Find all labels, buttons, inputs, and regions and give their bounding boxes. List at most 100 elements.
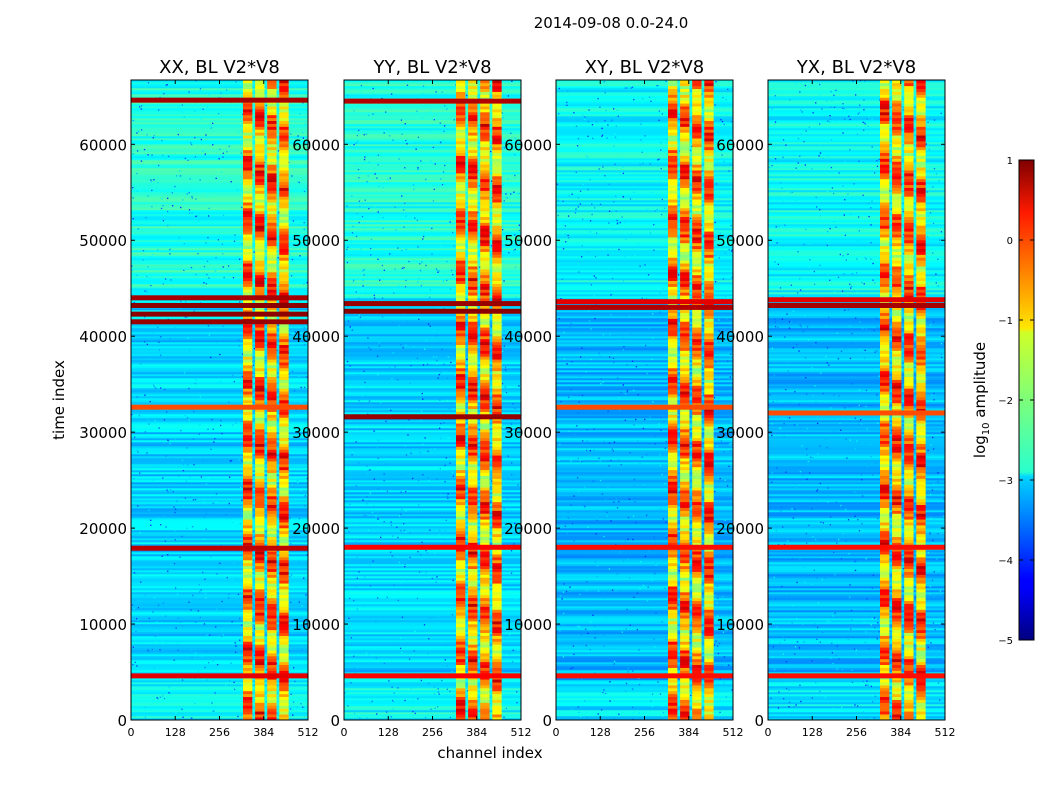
x-tick-label: 256 (422, 726, 443, 739)
band (768, 410, 945, 416)
panel-title: XY, BL V2*V8 (585, 57, 704, 78)
x-tick-label: 128 (802, 726, 823, 739)
band (131, 673, 308, 679)
panel-4-heatmap (768, 80, 945, 720)
y-tick-label: 20000 (79, 520, 127, 538)
colorbar-tick-label: −2 (998, 396, 1013, 407)
band (131, 319, 308, 325)
x-tick-label: 0 (128, 726, 135, 739)
band (556, 304, 733, 310)
band (768, 297, 945, 303)
x-axis-label: channel index (437, 744, 542, 762)
panel-title: YX, BL V2*V8 (796, 57, 916, 78)
figure-suptitle: 2014-09-08 0.0-24.0 (534, 14, 689, 32)
y-tick-label: 30000 (292, 424, 340, 442)
colorbar-tick-label: −1 (998, 316, 1013, 327)
x-tick-label: 512 (935, 726, 956, 739)
panel-3-heatmap (556, 80, 733, 720)
x-tick-label: 512 (298, 726, 319, 739)
y-axis-label: time index (50, 360, 68, 440)
band (131, 295, 308, 301)
x-tick-label: 512 (511, 726, 532, 739)
band (344, 98, 521, 104)
band (556, 544, 733, 550)
colorbar-tick-label: 0 (1007, 236, 1013, 247)
y-tick-label: 20000 (504, 520, 552, 538)
y-tick-label: 40000 (504, 328, 552, 346)
x-tick-label: 128 (590, 726, 611, 739)
panel-1: XX, BL V2*V8 0 128 256 384 512 0 10000 20000 3000… (79, 57, 318, 739)
x-tick-label: 0 (765, 726, 772, 739)
y-tick-label: 50000 (79, 232, 127, 250)
panel-4: YX, BL V2*V8 0 128 256 384 512 0 10000 20000 3000… (716, 57, 955, 739)
x-tick-label: 128 (378, 726, 399, 739)
band (344, 308, 521, 314)
colorbar-tick-label: −4 (998, 556, 1013, 567)
colorbar-tick-label: −5 (998, 636, 1013, 647)
panel-1-heatmap (131, 80, 308, 720)
y-tick-label: 30000 (716, 424, 764, 442)
band (344, 673, 521, 679)
colorbar-label-rest: amplitude (971, 342, 989, 423)
x-tick-label: 0 (341, 726, 348, 739)
panels: XX, BL V2*V8 0 128 256 384 512 0 10000 20000 3000… (79, 57, 955, 739)
y-tick-label: 10000 (716, 616, 764, 634)
band (556, 299, 733, 305)
colorbar-label-subscript: 10 (981, 422, 992, 435)
y-tick-label: 50000 (504, 232, 552, 250)
y-tick-label: 30000 (79, 424, 127, 442)
x-tick-label: 256 (209, 726, 230, 739)
colorbar-tick-label: −3 (998, 476, 1013, 487)
band (768, 673, 945, 679)
y-tick-label: 40000 (716, 328, 764, 346)
y-tick-label: 60000 (716, 136, 764, 154)
y-tick-label: 60000 (292, 136, 340, 154)
y-tick-label: 10000 (79, 616, 127, 634)
band (344, 301, 521, 307)
panel-2: YY, BL V2*V8 0 128 256 384 512 0 10000 20000 3000… (292, 57, 531, 739)
band (131, 302, 308, 308)
y-tick-label: 40000 (79, 328, 127, 346)
band (131, 404, 308, 410)
y-tick-label: 0 (542, 712, 552, 730)
x-tick-label: 0 (553, 726, 560, 739)
x-tick-label: 512 (723, 726, 744, 739)
y-tick-label: 60000 (504, 136, 552, 154)
x-tick-label: 128 (165, 726, 186, 739)
panel-2-heatmap (344, 80, 521, 720)
band (556, 404, 733, 410)
y-tick-label: 0 (117, 712, 127, 730)
band (131, 97, 308, 103)
y-tick-label: 30000 (504, 424, 552, 442)
panel-3: XY, BL V2*V8 0 128 256 384 512 0 10000 20000 3000… (504, 57, 743, 739)
y-tick-label: 10000 (504, 616, 552, 634)
panel-title: YY, BL V2*V8 (372, 57, 491, 78)
x-tick-label: 384 (678, 726, 699, 739)
colorbar-label-main: log (971, 435, 989, 458)
colorbar: 10−1−2−3−4−5 log10 amplitude (971, 156, 1035, 647)
band (344, 544, 521, 550)
x-tick-label: 384 (253, 726, 274, 739)
band (768, 302, 945, 308)
y-tick-label: 20000 (716, 520, 764, 538)
y-tick-label: 40000 (292, 328, 340, 346)
x-tick-label: 256 (634, 726, 655, 739)
band (131, 311, 308, 317)
colorbar-ticks: 1 0 −1 −2 −3 −4 −5 (998, 156, 1034, 647)
y-tick-label: 0 (754, 712, 764, 730)
y-tick-label: 60000 (79, 136, 127, 154)
y-tick-label: 20000 (292, 520, 340, 538)
colorbar-tick-label: 1 (1007, 156, 1013, 167)
band (344, 414, 521, 420)
y-tick-label: 50000 (292, 232, 340, 250)
x-tick-label: 384 (890, 726, 911, 739)
band (556, 673, 733, 679)
y-tick-label: 50000 (716, 232, 764, 250)
band (768, 544, 945, 550)
y-tick-label: 10000 (292, 616, 340, 634)
band (131, 545, 308, 551)
x-tick-label: 384 (466, 726, 487, 739)
panel-title: XX, BL V2*V8 (159, 57, 280, 78)
colorbar-label: log10 amplitude (971, 342, 992, 458)
